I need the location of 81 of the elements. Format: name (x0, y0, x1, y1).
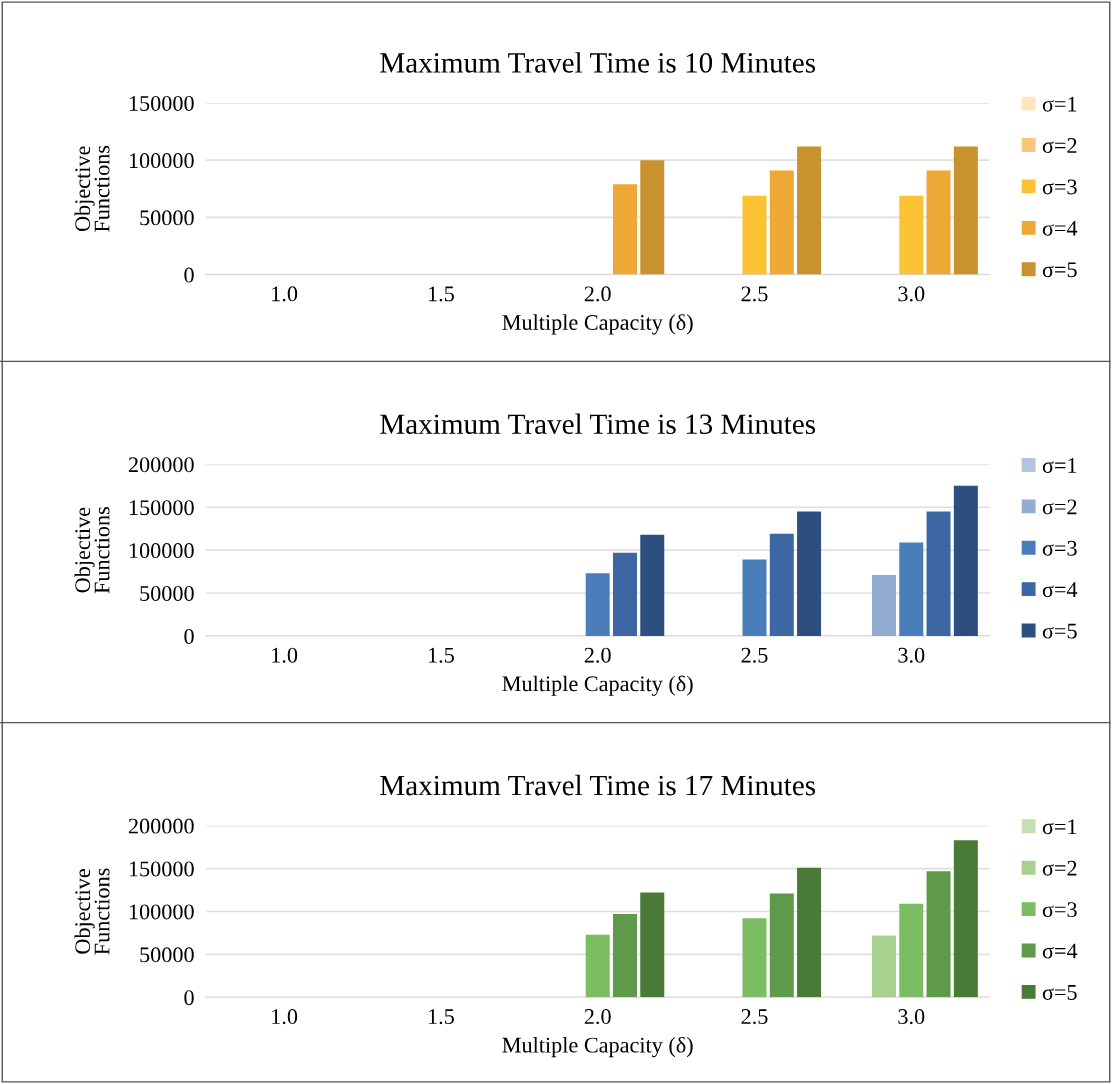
legend-label: σ=2 (1042, 499, 1077, 515)
legend-label: σ=5 (1042, 623, 1077, 639)
bar (872, 935, 897, 998)
bar (797, 867, 822, 998)
y-tick-label: 100000 (129, 543, 194, 559)
y-tick-label: 50000 (140, 585, 194, 601)
bar (899, 542, 924, 636)
bar (742, 559, 767, 636)
chart-title: Maximum Travel Time is 17 Minutes (380, 774, 816, 796)
x-tick-label: 2.0 (584, 647, 611, 663)
chart-title: Maximum Travel Time is 13 Minutes (380, 413, 816, 435)
x-tick-label: 1.5 (428, 1009, 454, 1025)
y-axis-title: Objective Functions (74, 145, 110, 232)
legend-label: σ=2 (1042, 138, 1077, 154)
legend-label: σ=1 (1042, 819, 1077, 835)
bar (872, 575, 897, 636)
x-tick-label: 1.5 (428, 647, 454, 663)
y-tick-label: 50000 (140, 947, 194, 963)
y-tick-label: 0 (184, 628, 194, 644)
bar (612, 552, 637, 636)
bar (769, 893, 794, 998)
y-tick-label: 0 (184, 990, 194, 1006)
y-tick-label: 200000 (128, 818, 194, 834)
x-tick-label: 1.0 (272, 647, 298, 663)
legend-label: σ=5 (1042, 262, 1077, 278)
x-axis-title: Multiple Capacity (δ) (502, 314, 693, 335)
bar (640, 534, 665, 636)
y-tick-label: 150000 (129, 861, 194, 877)
x-tick-label: 2.5 (741, 286, 768, 302)
bar (769, 170, 794, 275)
bar (953, 146, 978, 275)
bar (640, 160, 665, 275)
legend-label: σ=4 (1042, 582, 1078, 598)
x-tick-label: 1.0 (272, 1009, 298, 1025)
x-tick-label: 2.0 (584, 286, 611, 302)
x-tick-label: 2.0 (584, 1009, 611, 1025)
legend-label: σ=1 (1042, 458, 1077, 473)
x-tick-label: 3.0 (898, 647, 925, 663)
x-tick-label: 1.5 (428, 286, 454, 302)
bar (769, 533, 794, 636)
bar (797, 511, 822, 636)
legend-label: σ=1 (1042, 96, 1077, 112)
x-tick-label: 1.0 (272, 286, 298, 302)
legend-label: σ=5 (1042, 985, 1077, 1000)
legend-label: σ=2 (1042, 860, 1077, 876)
y-tick-label: 100000 (129, 904, 194, 920)
x-tick-label: 3.0 (898, 1009, 925, 1025)
bar (926, 871, 951, 998)
bar (953, 485, 978, 636)
y-tick-label: 100000 (129, 153, 194, 169)
legend-label: σ=4 (1042, 220, 1078, 236)
x-axis-title: Multiple Capacity (δ) (502, 1036, 693, 1058)
y-tick-label: 200000 (128, 457, 194, 473)
y-tick-label: 0 (184, 267, 194, 283)
x-tick-label: 2.5 (741, 647, 768, 663)
legend-label: σ=4 (1042, 943, 1078, 959)
y-axis-title: Objective Functions (74, 507, 110, 594)
chart-title: Maximum Travel Time is 10 Minutes (380, 52, 816, 73)
bar (899, 903, 924, 998)
y-tick-label: 50000 (140, 210, 194, 226)
bar (926, 170, 951, 275)
x-axis-title: Multiple Capacity (δ) (502, 675, 693, 696)
x-tick-label: 3.0 (898, 286, 925, 302)
y-tick-label: 150000 (129, 500, 194, 516)
legend-label: σ=3 (1042, 540, 1077, 556)
bar (953, 840, 978, 998)
bar (585, 934, 610, 998)
bar (797, 146, 822, 275)
y-tick-label: 150000 (129, 95, 194, 111)
bar (612, 184, 637, 275)
legend-label: σ=3 (1042, 179, 1077, 195)
bar (742, 195, 767, 275)
bar (742, 918, 767, 998)
bar (612, 914, 637, 998)
bar (585, 573, 610, 636)
x-tick-label: 2.5 (741, 1009, 768, 1025)
bar (926, 511, 951, 636)
legend-label: σ=3 (1042, 902, 1077, 918)
bar (640, 892, 665, 998)
y-axis-title: Objective Functions (74, 868, 110, 955)
bar (899, 195, 924, 275)
